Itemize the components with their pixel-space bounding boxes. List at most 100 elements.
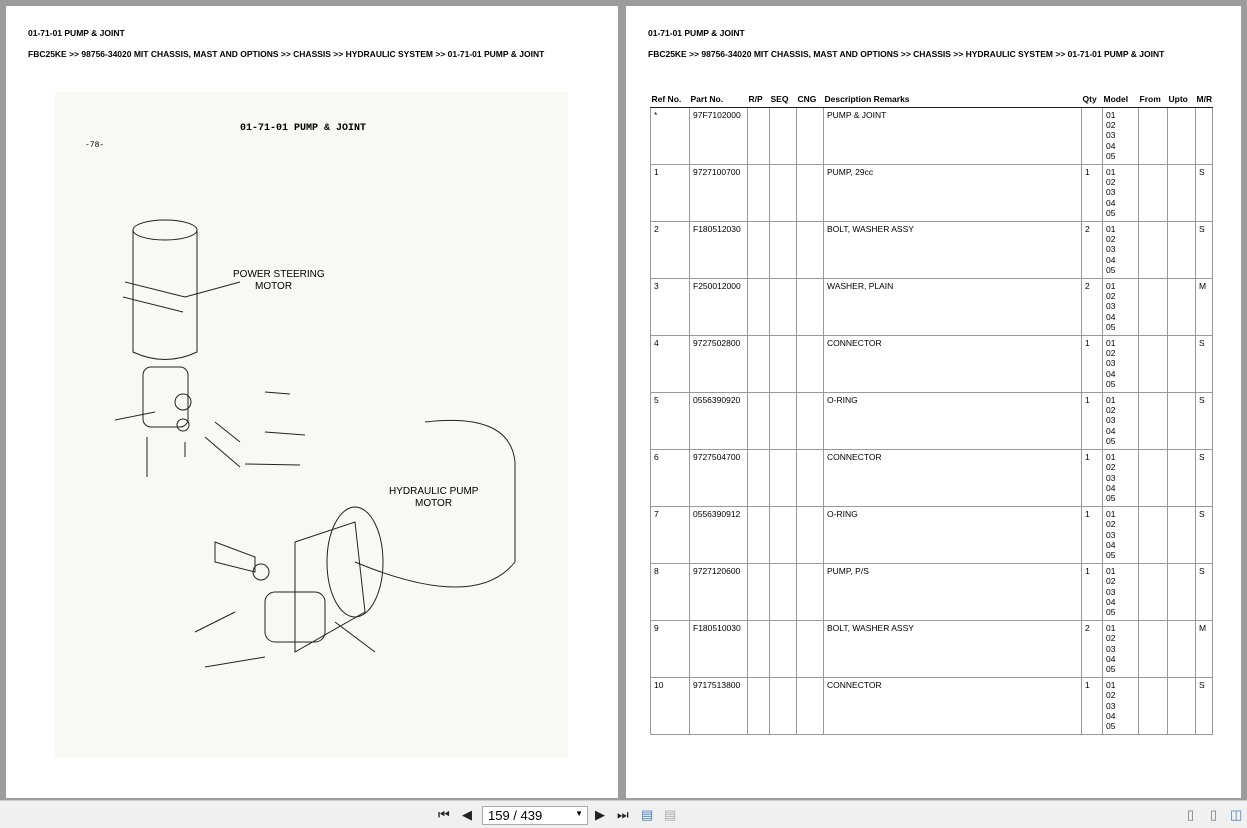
upto-cell	[1167, 676, 1196, 735]
breadcrumb: FBC25KE >> 98756-34020 MIT CHASSIS, MAST…	[648, 49, 1165, 59]
seq-cell	[769, 448, 797, 507]
left-page: 01-71-01 PUMP & JOINT FBC25KE >> 98756-3…	[6, 6, 618, 798]
upto-cell	[1167, 391, 1196, 450]
model-cell: 01 02 03 04 05	[1102, 448, 1139, 507]
column-header: SEQ	[769, 92, 797, 108]
column-header: M/R	[1195, 92, 1213, 108]
seq-cell	[769, 391, 797, 450]
ref-no-cell: 5	[650, 391, 690, 450]
seq-cell	[769, 106, 797, 165]
ref-no-cell: 7	[650, 505, 690, 564]
exploded-view-drawing: 01-71-01 PUMP & JOINT -78- POW	[85, 123, 516, 668]
upto-cell	[1167, 220, 1196, 279]
upto-cell	[1167, 448, 1196, 507]
part-no-cell: F180510030	[689, 619, 748, 678]
rp-cell	[747, 163, 770, 222]
model-cell: 01 02 03 04 05	[1102, 619, 1139, 678]
seq-cell	[769, 676, 797, 735]
column-header: Part No.	[689, 92, 748, 108]
part-no-cell: 9727100700	[689, 163, 748, 222]
viewer-toolbar: ⏮ ◀ 159 / 439 ▼ ▶ ⏭ ▤ ▤ ▯ ▯ ◫	[0, 800, 1247, 828]
rp-cell	[747, 334, 770, 393]
ref-no-cell: 10	[650, 676, 690, 735]
fit-page-icon[interactable]: ▤	[641, 807, 654, 822]
page-title: 01-71-01 PUMP & JOINT	[648, 28, 745, 38]
part-no-cell: 9717513800	[689, 676, 748, 735]
part-no-cell: 9727120600	[689, 562, 748, 621]
description-cell: PUMP & JOINT	[823, 106, 1082, 165]
table-row: 7 0556390912 O-RING 1 01 02 03 04 05 S	[650, 505, 1213, 564]
upto-cell	[1167, 619, 1196, 678]
mr-cell: S	[1195, 391, 1213, 450]
label-power-steering-motor: MOTOR	[255, 281, 292, 292]
diagram-page-ref: -78-	[85, 141, 104, 150]
single-page-view-icon[interactable]: ▯	[1187, 807, 1195, 822]
ref-no-cell: 2	[650, 220, 690, 279]
last-page-button[interactable]: ⏭	[617, 807, 629, 822]
ref-no-cell: 3	[650, 277, 690, 336]
table-row: 3 F250012000 WASHER, PLAIN 2 01 02 03 04 05 M	[650, 277, 1213, 336]
cng-cell	[796, 334, 824, 393]
ref-no-cell: 1	[650, 163, 690, 222]
table-row: 4 9727502800 CONNECTOR 1 01 02 03 04 05 S	[650, 334, 1213, 393]
ref-no-cell: *	[650, 106, 690, 165]
table-row: * 97F7102000 PUMP & JOINT 01 02 03 04 05	[650, 106, 1213, 165]
column-header: From	[1138, 92, 1168, 108]
parts-diagram: 01-71-01 PUMP & JOINT -78- POW	[55, 92, 568, 757]
page-title: 01-71-01 PUMP & JOINT	[28, 28, 125, 38]
column-header: Description Remarks	[823, 92, 1082, 108]
continuous-view-icon[interactable]: ▯	[1210, 807, 1218, 822]
mr-cell: S	[1195, 334, 1213, 393]
cng-cell	[796, 676, 824, 735]
from-cell	[1138, 505, 1168, 564]
qty-cell	[1081, 106, 1103, 165]
table-row: 8 9727120600 PUMP, P/S 1 01 02 03 04 05 S	[650, 562, 1213, 621]
model-cell: 01 02 03 04 05	[1102, 334, 1139, 393]
rp-cell	[747, 220, 770, 279]
part-no-cell: 9727504700	[689, 448, 748, 507]
cng-cell	[796, 220, 824, 279]
breadcrumb: FBC25KE >> 98756-34020 MIT CHASSIS, MAST…	[28, 49, 545, 59]
cng-cell	[796, 163, 824, 222]
first-page-button[interactable]: ⏮	[438, 807, 450, 822]
seq-cell	[769, 562, 797, 621]
part-no-cell: 9727502800	[689, 334, 748, 393]
two-page-view-icon[interactable]: ◫	[1230, 807, 1243, 822]
rp-cell	[747, 505, 770, 564]
next-page-button[interactable]: ▶	[595, 807, 605, 822]
description-cell: BOLT, WASHER ASSY	[823, 619, 1082, 678]
mr-cell: M	[1195, 619, 1213, 678]
rp-cell	[747, 448, 770, 507]
model-cell: 01 02 03 04 05	[1102, 106, 1139, 165]
from-cell	[1138, 448, 1168, 507]
part-no-cell: 97F7102000	[689, 106, 748, 165]
mr-cell: S	[1195, 448, 1213, 507]
mr-cell: S	[1195, 676, 1213, 735]
mr-cell	[1195, 106, 1213, 165]
from-cell	[1138, 220, 1168, 279]
qty-cell: 1	[1081, 505, 1103, 564]
model-cell: 01 02 03 04 05	[1102, 220, 1139, 279]
ref-no-cell: 6	[650, 448, 690, 507]
prev-page-button[interactable]: ◀	[462, 807, 472, 822]
rp-cell	[747, 277, 770, 336]
description-cell: CONNECTOR	[823, 448, 1082, 507]
page-selector[interactable]: 159 / 439 ▼	[482, 806, 588, 825]
mr-cell: S	[1195, 220, 1213, 279]
model-cell: 01 02 03 04 05	[1102, 676, 1139, 735]
from-cell	[1138, 619, 1168, 678]
from-cell	[1138, 163, 1168, 222]
upto-cell	[1167, 562, 1196, 621]
table-row: 6 9727504700 CONNECTOR 1 01 02 03 04 05 S	[650, 448, 1213, 507]
qty-cell: 1	[1081, 163, 1103, 222]
fit-width-icon[interactable]: ▤	[664, 807, 677, 822]
qty-cell: 1	[1081, 334, 1103, 393]
seq-cell	[769, 505, 797, 564]
description-cell: BOLT, WASHER ASSY	[823, 220, 1082, 279]
model-cell: 01 02 03 04 05	[1102, 562, 1139, 621]
upto-cell	[1167, 334, 1196, 393]
cng-cell	[796, 391, 824, 450]
rp-cell	[747, 676, 770, 735]
rp-cell	[747, 391, 770, 450]
description-cell: CONNECTOR	[823, 676, 1082, 735]
